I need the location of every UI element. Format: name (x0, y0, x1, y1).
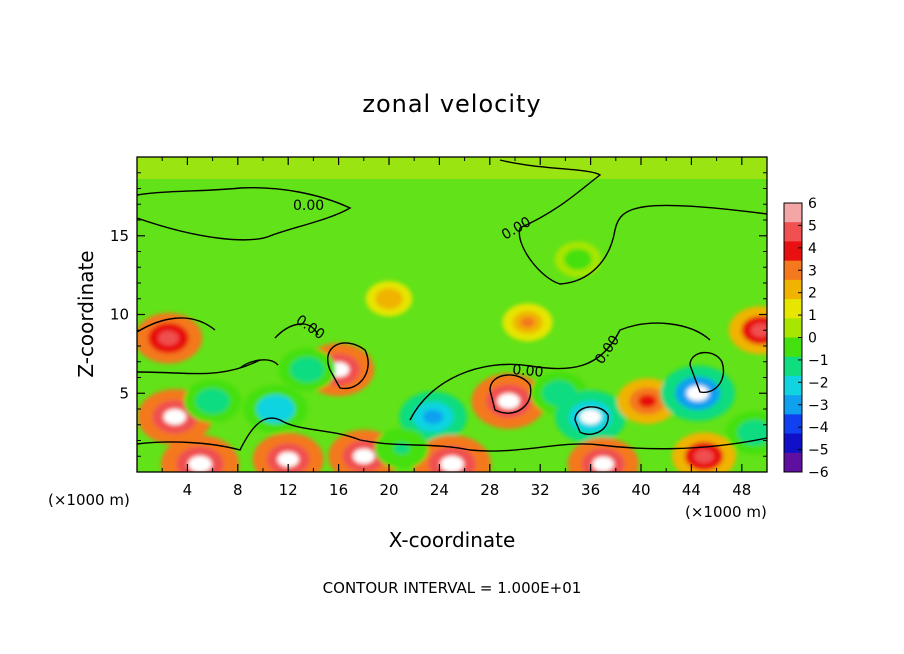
x-tick-label: 8 (233, 481, 243, 499)
colorbar-label: 6 (808, 196, 817, 212)
colorbar-label: −6 (808, 465, 829, 481)
x-tick-label: 24 (430, 481, 449, 499)
colorbar-swatch (784, 279, 802, 300)
velocity-cell-peak (158, 331, 179, 346)
x-tick-label: 44 (682, 481, 701, 499)
velocity-cell-peak (571, 254, 585, 265)
chart-title: zonal velocity (362, 90, 541, 118)
contour-upper-right (499, 159, 767, 285)
colorbar-label: −2 (808, 375, 829, 391)
x-axis: 4 8 12 16 20 24 28 32 36 40 44 48 (161, 157, 751, 499)
colorbar-swatch (784, 203, 802, 223)
y-axis-label: Z-coordinate (74, 250, 98, 377)
velocity-features (137, 241, 767, 472)
velocity-cell-peak (550, 387, 568, 400)
velocity-cell-peak (393, 442, 410, 455)
plot-area: 0.00 0.00 0.00 0.00 0.00 (137, 157, 767, 472)
contour-lower (137, 417, 767, 452)
velocity-cell-peak (745, 426, 763, 439)
colorbar-swatch (784, 260, 802, 281)
zero-contours (137, 159, 767, 452)
velocity-cell-peak (353, 448, 375, 464)
colorbar-label: 3 (808, 263, 817, 279)
colorbar: 6 5 4 3 2 1 0 −1 −2 −3 −4 −5 −6 (783, 196, 829, 481)
velocity-cell-peak (188, 456, 212, 472)
velocity-cell-peak (163, 409, 186, 425)
y-axis: 5 10 15 (110, 172, 767, 457)
colorbar-label: −3 (808, 398, 829, 414)
colorbar-label: 5 (808, 218, 817, 234)
contour-label: 0.00 (512, 362, 544, 381)
contour-interval-note: CONTOUR INTERVAL = 1.000E+01 (323, 579, 582, 597)
upper-band (137, 157, 767, 179)
colorbar-swatch (784, 375, 802, 396)
x-tick-label: 40 (631, 481, 650, 499)
x-tick-label: 4 (183, 481, 193, 499)
y-tick-label: 10 (110, 306, 129, 324)
velocity-cell-peak (686, 385, 709, 402)
velocity-cell-peak (382, 293, 396, 304)
velocity-cell-peak (497, 393, 520, 409)
velocity-cell-peak (694, 449, 714, 463)
colorbar-swatch (784, 414, 802, 435)
colorbar-label: 2 (808, 286, 817, 302)
velocity-cell-peak (266, 402, 286, 416)
x-unit-right: (×1000 m) (685, 503, 767, 521)
x-tick-label: 16 (329, 481, 348, 499)
contour-upper-left (137, 186, 352, 241)
velocity-cell-peak (440, 456, 464, 472)
colorbar-swatch (784, 452, 802, 473)
colorbar-label: −1 (808, 353, 829, 369)
velocity-cell-peak (204, 395, 222, 408)
colorbar-label: −4 (808, 420, 829, 436)
colorbar-swatch (784, 395, 802, 415)
colorbar-label: −5 (808, 443, 829, 459)
colorbar-swatch (784, 222, 802, 242)
colorbar-swatch (784, 433, 802, 454)
x-axis-label: X-coordinate (389, 528, 516, 552)
velocity-cell-peak (592, 456, 614, 472)
colorbar-swatch (784, 318, 802, 338)
x-tick-label: 28 (480, 481, 499, 499)
colorbar-swatch (784, 356, 802, 377)
velocity-cell-peak (422, 409, 444, 424)
velocity-cell-peak (277, 451, 299, 467)
colorbar-swatch (784, 299, 802, 319)
colorbar-label: 4 (808, 241, 817, 257)
contour-label: 0.00 (293, 198, 324, 214)
contour-mid (137, 322, 711, 421)
velocity-cell-peak (298, 363, 316, 376)
velocity-cell-peak (638, 394, 657, 408)
x-tick-label: 48 (732, 481, 751, 499)
colorbar-label: 1 (808, 308, 817, 324)
colorbar-label: 0 (808, 331, 817, 347)
y-tick-label: 15 (110, 227, 129, 245)
y-tick-label: 5 (119, 384, 129, 402)
x-tick-label: 32 (531, 481, 550, 499)
x-tick-label: 20 (379, 481, 398, 499)
colorbar-swatch (784, 337, 802, 358)
velocity-cell-peak (520, 317, 536, 328)
x-unit-left: (×1000 m) (48, 491, 130, 509)
velocity-cell-peak (579, 409, 602, 425)
x-tick-label: 36 (581, 481, 600, 499)
x-tick-label: 12 (279, 481, 298, 499)
contour-lower-loops (327, 342, 725, 435)
velocity-cell-peak (751, 323, 767, 337)
colorbar-swatch (784, 241, 802, 262)
